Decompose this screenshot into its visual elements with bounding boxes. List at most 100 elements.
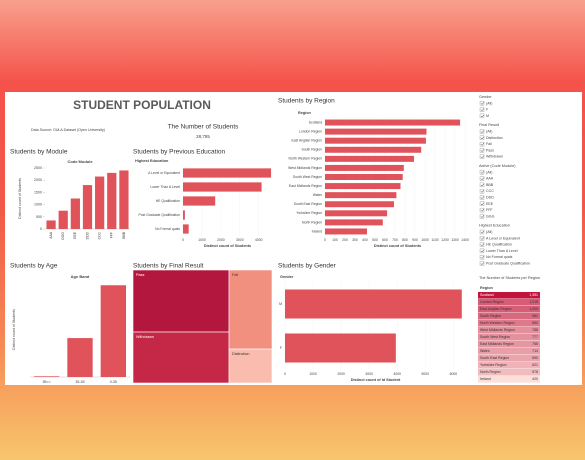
table-value: 788 <box>532 328 538 332</box>
x-tick-label: 3000 <box>236 238 244 242</box>
filter-checkbox[interactable] <box>479 248 485 254</box>
filter-checkbox[interactable] <box>479 195 485 200</box>
bar <box>325 174 403 180</box>
filter-checkbox[interactable] <box>479 207 485 213</box>
table-row <box>478 348 540 355</box>
y-tick-label: North Western Region <box>289 157 323 161</box>
filter-option[interactable]: DDD <box>486 195 494 199</box>
table-value: 962 <box>532 314 538 318</box>
filter-option[interactable]: Fail <box>486 142 492 146</box>
filter-option[interactable]: Pass <box>486 148 494 152</box>
bar <box>70 198 80 229</box>
filter-checkbox[interactable] <box>479 229 485 235</box>
filter-option[interactable]: (All) <box>486 129 492 133</box>
y-tick-label: No Formal quals <box>155 227 180 231</box>
bar <box>285 333 396 363</box>
filter-checkbox[interactable] <box>479 182 485 188</box>
filter-option[interactable]: Lower Than A Level <box>486 249 518 253</box>
table-value: 1,015 <box>529 300 538 304</box>
check-mark <box>480 236 485 240</box>
y-tick-label: 2000 <box>34 178 42 182</box>
y-tick-label: Ireland <box>312 229 322 233</box>
y-tick-label: F <box>280 346 282 350</box>
bar <box>325 137 426 144</box>
filter-checkbox[interactable] <box>479 242 485 247</box>
chart-title: Students by Final Result <box>133 263 204 270</box>
filter-option[interactable]: A Level or Equivalent <box>486 236 520 240</box>
filter-checkbox[interactable] <box>479 214 485 219</box>
bar <box>325 228 367 235</box>
filter-checkbox[interactable] <box>479 141 485 147</box>
filter-option[interactable]: AAA <box>486 177 494 181</box>
filter-option[interactable]: (All) <box>486 230 492 234</box>
treemap-label: Withdrawn <box>136 335 154 339</box>
filter-option[interactable]: No Formal quals <box>486 255 513 259</box>
check-mark <box>480 136 485 140</box>
table-value: 578 <box>532 370 538 374</box>
x-tick-label: 900 <box>412 238 418 242</box>
y-tick-label: 1000 <box>34 203 42 207</box>
x-tick-label: 1200 <box>441 238 449 242</box>
table-region: East Midlands Region <box>480 342 514 346</box>
filter-checkbox[interactable] <box>479 261 485 266</box>
x-tick-label: 400 <box>362 238 368 242</box>
filter-option[interactable]: Withdrawn <box>486 155 503 159</box>
filter-option[interactable]: CCC <box>486 189 494 193</box>
y-axis-label: Distinct count of Students <box>12 309 16 350</box>
y-tick-label: M <box>279 302 282 306</box>
filter-checkbox[interactable] <box>479 255 485 260</box>
filter-checkbox[interactable] <box>479 135 485 140</box>
filter-option[interactable]: EEE <box>486 202 494 206</box>
bar <box>325 219 383 226</box>
y-tick-label: North Region <box>302 220 322 224</box>
filter-checkbox[interactable] <box>479 148 485 153</box>
kpi-label: The Number of Students <box>168 124 240 131</box>
check-mark <box>480 183 485 187</box>
x-tick-label: 700 <box>392 238 398 242</box>
filter-option[interactable]: F <box>486 108 489 112</box>
filter-checkbox[interactable] <box>479 170 485 175</box>
axis-header: Age Band <box>71 274 90 279</box>
bar <box>58 210 68 229</box>
check-mark <box>480 208 485 212</box>
bar <box>325 146 422 153</box>
filter-checkbox[interactable] <box>479 201 485 206</box>
filter-checkbox[interactable] <box>479 189 485 194</box>
y-tick-label: HE Qualification <box>156 199 180 203</box>
bar <box>325 183 401 190</box>
x-tick-label: AAA <box>49 231 53 239</box>
x-tick-label: 300 <box>352 238 358 242</box>
x-tick-label: 1400 <box>461 238 469 242</box>
filter-checkbox[interactable] <box>479 236 485 241</box>
y-axis-label: Distinct count of Students <box>18 178 22 219</box>
filter-checkbox[interactable] <box>479 101 485 106</box>
filter-option[interactable]: Distinction <box>486 136 503 140</box>
filter-checkbox[interactable] <box>479 107 485 112</box>
filter-option[interactable]: M <box>486 114 489 118</box>
filter-option[interactable]: FFF <box>486 208 493 212</box>
filter-option[interactable]: GGG <box>486 214 495 218</box>
x-tick-label: 1000 <box>198 238 206 242</box>
filter-option[interactable]: Post Graduate Qualification <box>486 261 530 265</box>
filter-checkbox[interactable] <box>479 154 485 159</box>
table-region: Yorkshire Region <box>480 363 507 367</box>
table-region: London Region <box>480 300 504 304</box>
x-tick-label: 600 <box>382 238 388 242</box>
table-value: 621 <box>532 363 538 367</box>
x-tick-label: 800 <box>402 238 408 242</box>
table-row <box>478 306 540 313</box>
filter-option[interactable]: (All) <box>486 170 492 174</box>
filter-checkbox[interactable] <box>479 113 485 119</box>
y-tick-label: Wales <box>313 193 323 197</box>
x-tick-label: BBB <box>122 231 126 239</box>
filter-option[interactable]: HE Qualification <box>486 243 512 247</box>
filter-option[interactable]: BBB <box>486 183 494 187</box>
filter-checkbox[interactable] <box>479 176 485 181</box>
axis-header: Region <box>298 111 312 115</box>
y-tick-label: 0 <box>40 227 42 231</box>
y-tick-label: 2500 <box>34 166 42 170</box>
table-value: 1,009 <box>529 307 538 311</box>
filter-checkbox[interactable] <box>479 129 485 134</box>
filter-option[interactable]: (All) <box>486 101 492 105</box>
